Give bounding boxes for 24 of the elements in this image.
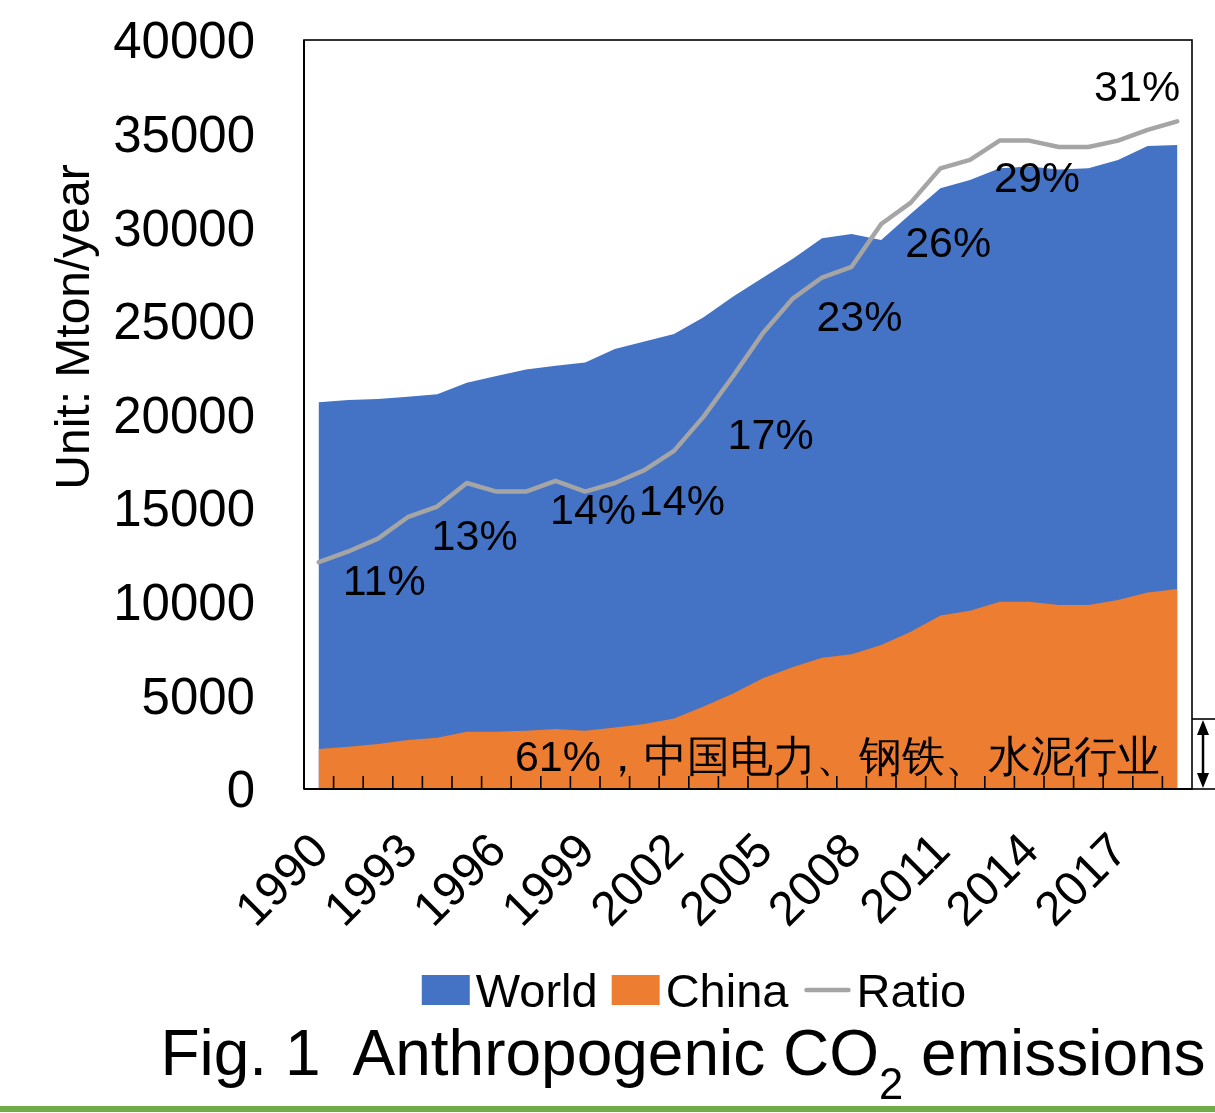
data-label: 26% [905,217,992,266]
data-label: 14% [638,476,725,525]
data-label: 31% [1094,61,1181,110]
y-tick-label: 30000 [113,199,255,257]
data-label: 23% [816,292,903,341]
y-tick-label: 5000 [141,667,255,725]
data-label: 11% [342,555,426,604]
y-tick-label: 25000 [113,293,255,351]
annotation: 61%，中国电力、钢铁、水泥行业 [514,732,1160,781]
text: Fig. 1 Anthropogenic CO$_{2}$ emissions [160,1017,1206,1108]
y-tick-label: 40000 [113,12,255,70]
legend-label: World [475,963,598,1017]
data-label: 14% [550,485,637,534]
y-axis-title: Unit: Mton/year [46,164,100,490]
y-tick-label: 15000 [113,480,255,538]
y-tick-label: 10000 [113,574,255,632]
y-tick-label: 35000 [113,105,255,163]
data-label: 29% [994,153,1081,202]
y-tick-label: 20000 [113,386,255,444]
data-label: 17% [727,410,814,459]
legend-label: Ratio [856,963,967,1017]
data-label: 13% [431,510,518,559]
legend-label: China [665,963,790,1017]
y-tick-label: 0 [226,761,255,819]
